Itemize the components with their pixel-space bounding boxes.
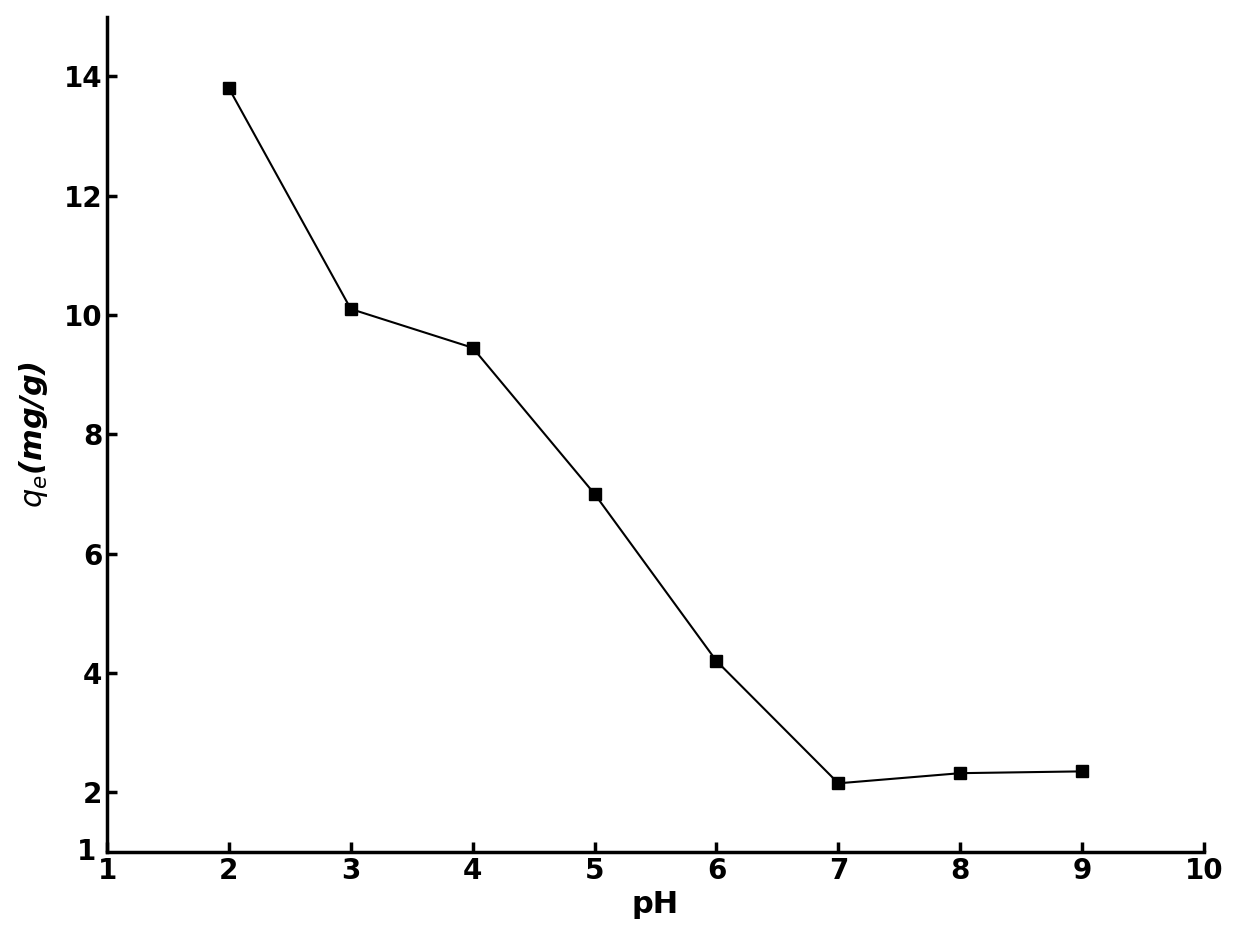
Text: 1: 1 [77, 838, 95, 866]
Y-axis label: $q_{e}$(mg/g): $q_{e}$(mg/g) [16, 360, 50, 507]
X-axis label: pH: pH [632, 890, 680, 919]
